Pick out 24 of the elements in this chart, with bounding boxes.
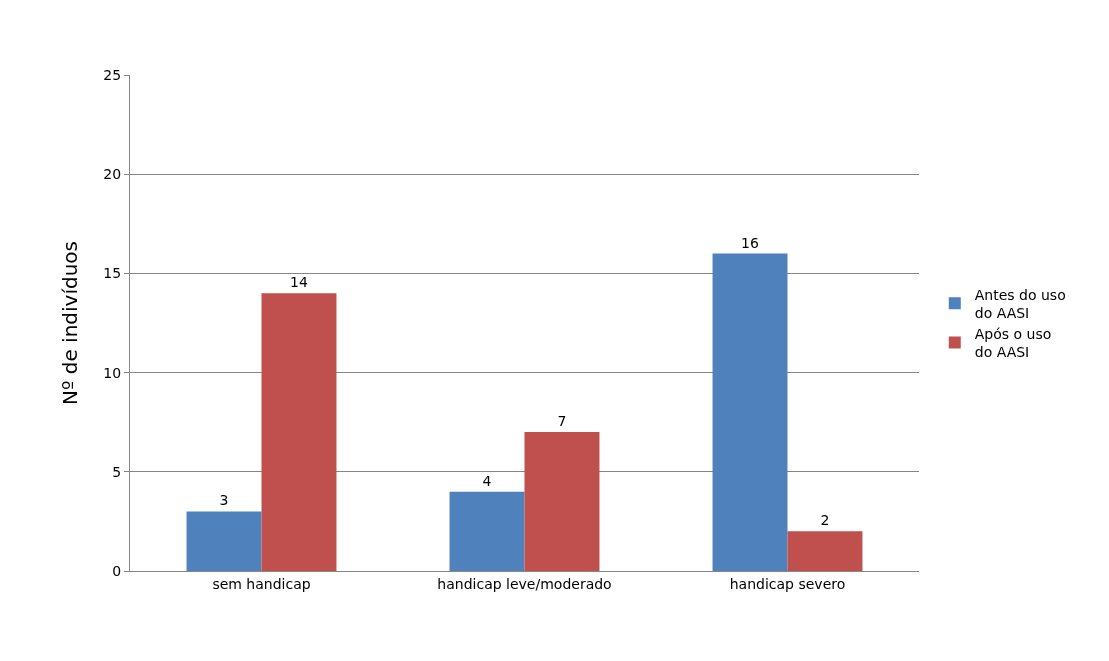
bar <box>524 432 600 571</box>
bar <box>261 293 337 571</box>
y-tick-label: 5 <box>112 463 122 480</box>
data-label: 4 <box>482 472 492 489</box>
bar <box>449 491 525 571</box>
x-tick-label: sem handicap <box>212 575 311 592</box>
y-axis-title: Nº de indivíduos <box>57 240 82 406</box>
bar <box>712 253 788 571</box>
data-label: 14 <box>290 274 308 291</box>
x-tick-label: handicap leve/moderado <box>437 575 612 592</box>
data-label: 2 <box>820 512 830 529</box>
y-tick-label: 25 <box>103 66 122 83</box>
legend-label: Antes do uso do AASI <box>974 286 1066 321</box>
bar <box>787 531 863 571</box>
data-label: 7 <box>557 413 567 430</box>
data-label: 3 <box>219 492 229 509</box>
legend-label: Após o uso do AASI <box>974 325 1052 361</box>
x-tick-label: handicap severo <box>729 575 846 592</box>
y-tick-label: 20 <box>103 166 122 183</box>
data-label: 16 <box>741 234 759 251</box>
y-tick-label: 10 <box>103 364 122 381</box>
bar <box>186 511 262 571</box>
y-tick-label: 15 <box>103 265 122 282</box>
y-tick-label: 0 <box>112 562 122 579</box>
